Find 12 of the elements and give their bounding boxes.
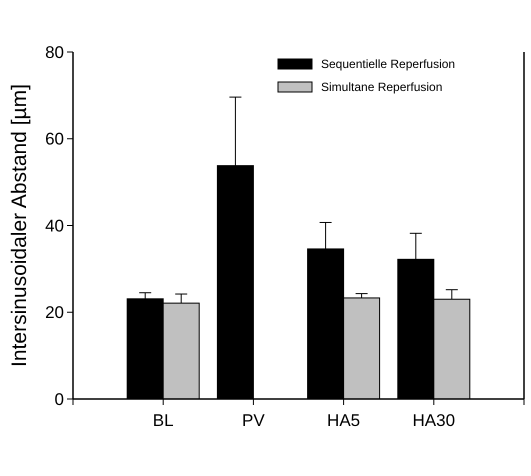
y-tick-label: 40 bbox=[45, 216, 64, 236]
x-tick-label: PV bbox=[242, 411, 266, 430]
x-tick-label: BL bbox=[152, 411, 174, 430]
y-tick-label: 20 bbox=[45, 303, 64, 322]
y-axis-title: Intersinusoidaler Abstand [µm] bbox=[8, 84, 31, 367]
x-tick-label: HA30 bbox=[412, 411, 456, 430]
y-tick-label: 0 bbox=[54, 390, 64, 409]
y-tick-label: 80 bbox=[45, 42, 64, 62]
legend-label: Sequentielle Reperfusion bbox=[321, 57, 456, 72]
legend-label: Simultane Reperfusion bbox=[321, 80, 442, 94]
x-tick-label: HA5 bbox=[327, 411, 360, 430]
y-tick-label: 60 bbox=[45, 130, 64, 149]
